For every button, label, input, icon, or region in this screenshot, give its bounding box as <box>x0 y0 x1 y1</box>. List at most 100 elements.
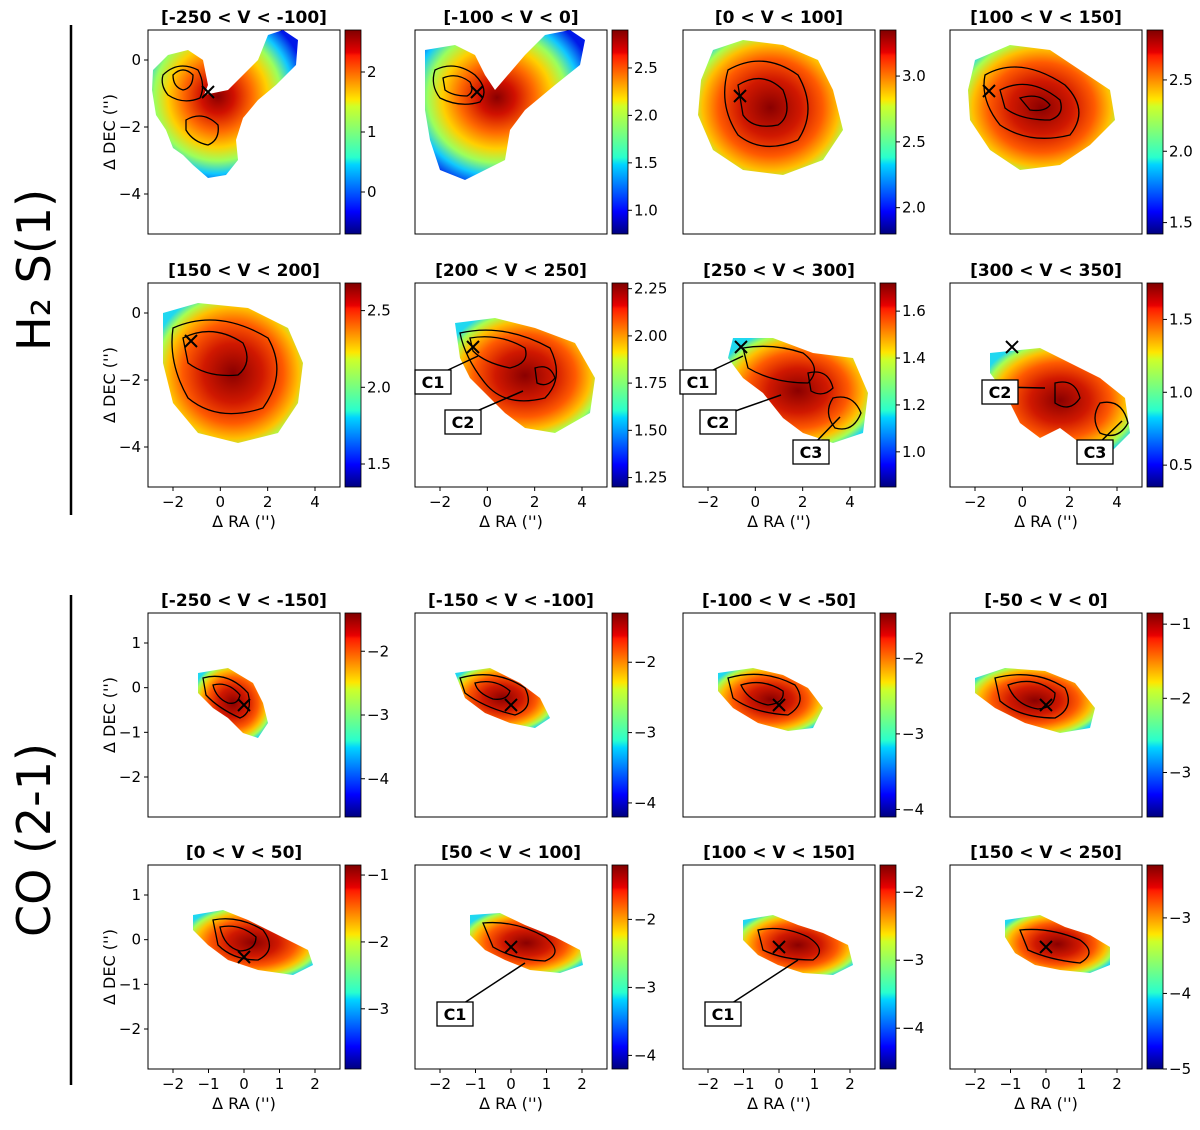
colorbar-tick-label: 2.0 <box>1169 142 1193 160</box>
colorbar-tick-label: −3 <box>634 724 656 742</box>
component-label: C1 <box>687 373 710 392</box>
emission-region <box>990 348 1130 453</box>
contour-line <box>161 65 204 102</box>
colorbar-tick-label: 2.5 <box>902 133 926 151</box>
nucleus-marker <box>734 340 748 354</box>
component-pointer <box>722 959 799 1010</box>
emission-map <box>425 30 585 180</box>
component-label-box <box>1076 439 1114 465</box>
colorbar-tick-label: 2.5 <box>634 59 658 77</box>
x-tick-label: −2 <box>697 493 719 511</box>
x-tick-label: 4 <box>1112 493 1122 511</box>
y-axis-label: Δ DEC ('') <box>100 677 119 753</box>
colorbar-tick-label: −4 <box>902 800 924 818</box>
x-tick-label: 2 <box>310 1075 320 1093</box>
panel-6: [200 < V < 250] C1 C2 1.25 1.50 1.75 2.00 2.25 −… <box>414 261 667 531</box>
plot-area <box>414 864 608 1070</box>
x-tick-label: −2 <box>162 493 184 511</box>
panel-title: [-250 < V < -150] <box>161 591 327 611</box>
colorbar-tick-label: −4 <box>634 1046 656 1064</box>
colorbar-tick-label: 1.4 <box>902 349 926 367</box>
y-tick-label: −2 <box>119 371 141 389</box>
contour-line <box>172 69 194 91</box>
contour-line <box>459 674 529 716</box>
nucleus-marker <box>1005 340 1019 354</box>
contour-line <box>827 396 862 430</box>
x-tick-label: −2 <box>429 1075 451 1093</box>
y-tick-label: 1 <box>131 886 141 904</box>
nucleus-marker <box>982 84 996 98</box>
contour-line <box>185 115 219 146</box>
component-label-box <box>436 1001 474 1027</box>
colorbar <box>879 864 897 1070</box>
y-axis-label: Δ DEC ('') <box>100 929 119 1005</box>
emission-region <box>455 318 595 433</box>
nucleus-marker <box>201 85 215 99</box>
component-label-box <box>981 379 1019 405</box>
colorbar-tick-label: −3 <box>902 725 924 743</box>
colorbar-tick-label: 1.75 <box>634 374 667 392</box>
x-tick-label: 0 <box>774 1075 784 1093</box>
colorbar-tick-label: 2.0 <box>367 378 391 396</box>
contour-line <box>724 60 809 148</box>
panel-11: [-100 < V < -50] −2 −3 −4 <box>682 591 924 818</box>
x-axis-label: Δ RA ('') <box>479 512 543 531</box>
colorbar-tick-label: 1.5 <box>367 455 391 473</box>
colorbar <box>611 282 629 488</box>
contour-line <box>994 674 1069 719</box>
emission-region <box>470 913 583 973</box>
emission-map <box>698 40 843 175</box>
contour-line <box>442 75 473 97</box>
contour-line <box>740 681 784 706</box>
emission-map <box>455 318 595 433</box>
colorbar <box>879 612 897 818</box>
component-label-box <box>444 409 482 435</box>
component-label: C2 <box>707 413 730 432</box>
emission-map <box>193 910 313 975</box>
x-tick-label: 2 <box>263 493 273 511</box>
colorbar-tick-label: 3.0 <box>902 67 926 85</box>
colorbar <box>1146 282 1164 488</box>
panel-8: [300 < V < 350] C2 C3 0.5 1.0 1.5 −2 0 2 4 Δ RA ('… <box>949 261 1193 531</box>
x-tick-label: 1 <box>1077 1075 1087 1093</box>
nucleus-marker <box>470 85 484 99</box>
component-label-box <box>699 409 737 435</box>
contour-line <box>1007 680 1056 710</box>
panel-title: [100 < V < 150] <box>703 843 855 863</box>
colorbar-tick-label: −4 <box>634 794 656 812</box>
x-axis-label: Δ RA ('') <box>747 1094 811 1113</box>
colorbar <box>611 29 629 235</box>
panel-12: [-50 < V < 0] −1 −2 −3 <box>949 591 1191 818</box>
emission-map <box>470 913 583 973</box>
component-label-box <box>414 369 452 395</box>
contour-line <box>482 921 556 962</box>
nucleus-marker <box>237 950 251 964</box>
colorbar-tick-label: 1.0 <box>902 443 926 461</box>
x-tick-label: 2 <box>845 1075 855 1093</box>
x-tick-label: 2 <box>530 493 540 511</box>
contour-line <box>757 927 820 961</box>
colorbar-tick-label: −1 <box>367 866 389 884</box>
x-tick-label: −1 <box>732 1075 754 1093</box>
emission-map <box>1005 915 1110 973</box>
x-tick-label: −1 <box>464 1075 486 1093</box>
colorbar <box>344 612 362 818</box>
x-axis-label: Δ RA ('') <box>212 1094 276 1113</box>
h2-group-label: H₂ S(1) <box>7 189 61 351</box>
x-tick-label: 0 <box>216 493 226 511</box>
contour-line <box>171 319 278 415</box>
contour-line <box>1019 928 1090 964</box>
component-label: C3 <box>800 443 823 462</box>
x-tick-label: 4 <box>845 493 855 511</box>
colorbar-tick-label: 0.5 <box>1169 456 1193 474</box>
contour-line <box>469 336 527 369</box>
emission-map <box>455 668 550 728</box>
contour-line <box>182 330 248 377</box>
colorbar-tick-label: 2.25 <box>634 280 667 298</box>
colorbar-tick-label: 1.6 <box>902 302 926 320</box>
emission-region <box>743 915 853 975</box>
y-tick-label: 0 <box>131 51 141 69</box>
contour-line <box>459 329 557 402</box>
panel-title: [0 < V < 50] <box>186 843 302 863</box>
component-label: C2 <box>989 383 1012 402</box>
